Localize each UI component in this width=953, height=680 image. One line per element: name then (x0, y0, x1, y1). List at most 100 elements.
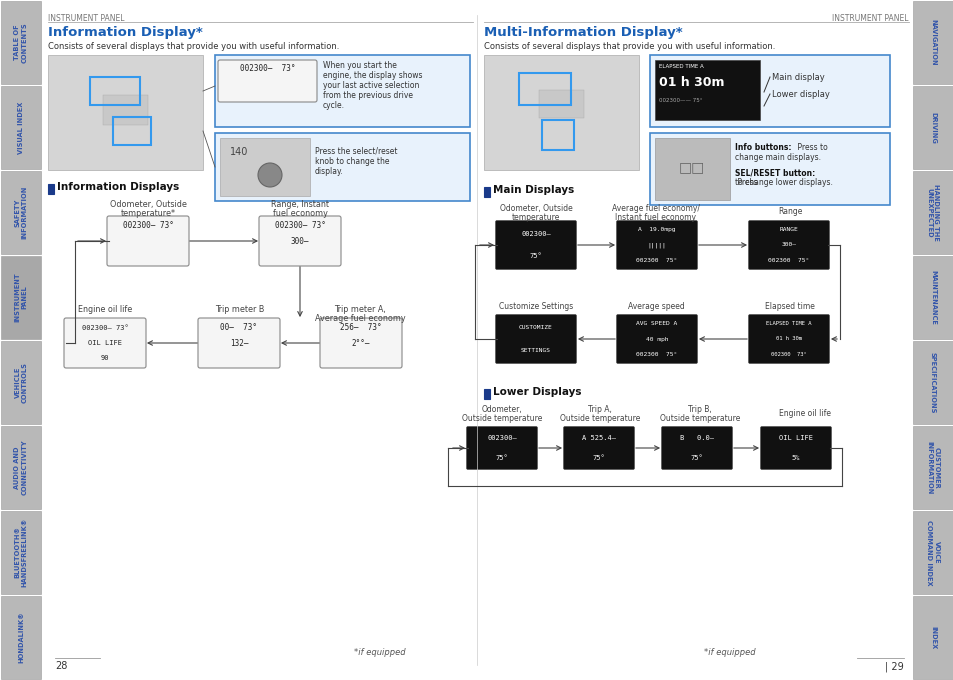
Text: 002300  75°: 002300 75° (767, 258, 809, 263)
Circle shape (257, 163, 282, 187)
Text: 2°°—: 2°°— (352, 339, 370, 347)
Text: Odometer,: Odometer, (481, 405, 522, 414)
Bar (1, 341, 41, 424)
Text: Trip meter A,: Trip meter A, (334, 305, 385, 314)
Text: AUDIO AND
CONNECTIVITY: AUDIO AND CONNECTIVITY (14, 440, 28, 495)
Text: Trip B,: Trip B, (687, 405, 711, 414)
Text: Consists of several displays that provide you with useful information.: Consists of several displays that provid… (48, 42, 339, 51)
Bar (912, 596, 952, 679)
Text: TABLE OF
CONTENTS: TABLE OF CONTENTS (14, 22, 28, 63)
FancyBboxPatch shape (616, 314, 697, 364)
FancyBboxPatch shape (64, 318, 146, 368)
Text: Customize Settings: Customize Settings (498, 302, 573, 311)
Text: Odometer, Outside: Odometer, Outside (499, 204, 572, 213)
Text: Instant fuel economy: Instant fuel economy (615, 213, 696, 222)
Text: SPECIFICATIONS: SPECIFICATIONS (929, 352, 935, 413)
FancyBboxPatch shape (760, 426, 831, 469)
Text: □□: □□ (679, 160, 704, 174)
Text: BLUETOOTH®
HANDSFREELINK®: BLUETOOTH® HANDSFREELINK® (14, 518, 28, 587)
Text: 132—: 132— (230, 339, 248, 347)
Text: INDEX: INDEX (929, 626, 935, 649)
FancyBboxPatch shape (218, 60, 316, 102)
Text: Range, Instant: Range, Instant (271, 200, 329, 209)
Text: Odometer, Outside: Odometer, Outside (110, 200, 186, 209)
Bar (1, 86, 41, 169)
Text: from the previous drive: from the previous drive (323, 91, 413, 100)
Text: INSTRUMENT PANEL: INSTRUMENT PANEL (832, 14, 908, 23)
FancyBboxPatch shape (495, 220, 576, 269)
Text: Lower Displays: Lower Displays (493, 387, 581, 397)
Text: cycle.: cycle. (323, 101, 345, 110)
Bar (538, 90, 583, 118)
Bar (220, 138, 310, 196)
Bar (912, 511, 952, 594)
Text: Range: Range (777, 207, 801, 216)
Text: 300—: 300— (781, 243, 796, 248)
Text: 75°: 75° (690, 455, 702, 461)
Text: When you start the: When you start the (323, 61, 396, 70)
Bar (912, 1, 952, 84)
Text: Trip A,: Trip A, (587, 405, 611, 414)
Text: 00—  73°: 00— 73° (220, 323, 257, 332)
Text: MAINTENANCE: MAINTENANCE (929, 270, 935, 325)
FancyBboxPatch shape (495, 314, 576, 364)
Text: Outside temperature: Outside temperature (461, 414, 541, 423)
Bar (483, 55, 639, 170)
Text: 01 h 30m: 01 h 30m (659, 76, 723, 89)
Text: RANGE: RANGE (779, 227, 798, 232)
Bar (912, 426, 952, 509)
Bar (1, 426, 41, 509)
FancyBboxPatch shape (660, 426, 732, 469)
Text: CUSTOMER
INFORMATION: CUSTOMER INFORMATION (925, 441, 939, 494)
Text: Press: Press (734, 178, 757, 187)
Text: Average speed: Average speed (627, 302, 683, 311)
Text: 002300—: 002300— (520, 231, 550, 237)
Text: 002300—  73°: 002300— 73° (239, 64, 294, 73)
Bar (1, 596, 41, 679)
Text: Information Displays: Information Displays (57, 182, 179, 192)
Text: 002300  75°: 002300 75° (636, 258, 677, 263)
Text: *if equipped: *if equipped (354, 648, 405, 657)
Text: Information Display*: Information Display* (48, 26, 203, 39)
Text: Main display: Main display (771, 73, 824, 82)
Bar (912, 256, 952, 339)
Text: HANDLING THE
UNEXPECTED: HANDLING THE UNEXPECTED (925, 184, 939, 241)
Bar (90, 77, 140, 105)
Text: | 29: | 29 (884, 661, 903, 672)
Bar (541, 120, 574, 150)
Text: 75°: 75° (496, 455, 508, 461)
Text: Engine oil life: Engine oil life (779, 409, 830, 418)
Text: 002300— 73°: 002300— 73° (274, 221, 325, 230)
Text: temperature*: temperature* (120, 209, 175, 218)
Text: engine, the display shows: engine, the display shows (323, 71, 422, 80)
Text: VEHICLE
CONTROLS: VEHICLE CONTROLS (14, 362, 28, 403)
Bar (214, 55, 470, 127)
Text: AVG SPEED A: AVG SPEED A (636, 321, 677, 326)
Text: 90: 90 (101, 356, 110, 361)
Text: Average fuel economy: Average fuel economy (314, 314, 405, 323)
Text: |||||: ||||| (647, 242, 666, 248)
Text: VISUAL INDEX: VISUAL INDEX (18, 101, 24, 154)
Bar (1, 1, 41, 84)
Text: INSTRUMENT
PANEL: INSTRUMENT PANEL (14, 273, 28, 322)
Bar (48, 55, 203, 170)
FancyBboxPatch shape (563, 426, 634, 469)
Bar (912, 171, 952, 254)
Text: Outside temperature: Outside temperature (559, 414, 639, 423)
Text: Press the select/reset: Press the select/reset (314, 147, 397, 156)
FancyBboxPatch shape (466, 426, 537, 469)
Text: VOICE
COMMAND INDEX: VOICE COMMAND INDEX (925, 520, 939, 585)
Text: CUSTOMIZE: CUSTOMIZE (518, 325, 553, 330)
Text: 002300— 73°: 002300— 73° (82, 324, 129, 330)
Bar (649, 55, 889, 127)
Text: ELAPSED TIME A: ELAPSED TIME A (765, 321, 811, 326)
Text: Outside temperature: Outside temperature (659, 414, 740, 423)
Text: Lower display: Lower display (771, 90, 829, 99)
Text: 140: 140 (230, 147, 248, 157)
Text: 002300—— 75°: 002300—— 75° (659, 98, 701, 103)
Text: B   0.0—: B 0.0— (679, 435, 713, 441)
FancyBboxPatch shape (319, 318, 401, 368)
Bar (518, 73, 571, 105)
Bar (48, 184, 54, 194)
Text: Info buttons:: Info buttons: (734, 143, 791, 152)
